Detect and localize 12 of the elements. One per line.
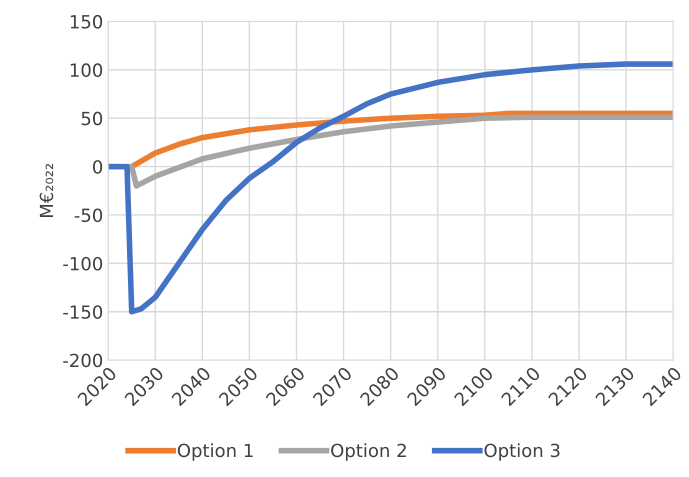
y-tick-label: -200 (63, 354, 102, 368)
y-tick-label: -100 (63, 256, 102, 270)
legend-label: Option 1 (178, 443, 253, 461)
legend-label: Option 3 (484, 443, 560, 461)
y-tick-label: -50 (74, 208, 102, 222)
y-tick-label: 50 (82, 112, 102, 126)
y-tick-label: 100 (70, 63, 102, 77)
y-axis-title: M€₂₀₂₂ (40, 164, 54, 218)
y-tick-label: 0 (93, 160, 102, 174)
y-tick-label: 150 (70, 14, 102, 29)
y-tick-label: -150 (63, 305, 102, 319)
legend-label: Option 2 (331, 443, 406, 461)
